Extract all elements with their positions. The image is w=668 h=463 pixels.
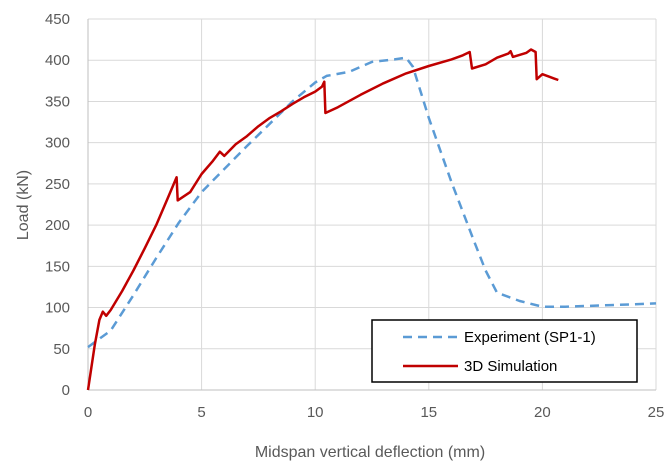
y-axis-title: Load (kN) <box>15 170 32 240</box>
series-lines <box>86 48 657 391</box>
x-tick-label: 25 <box>648 404 665 421</box>
legend: Experiment (SP1-1) 3D Simulation <box>371 319 638 383</box>
legend-label-simulation: 3D Simulation <box>464 358 557 375</box>
x-tick-label: 15 <box>420 404 437 421</box>
x-tick-labels: 0 5 10 15 20 25 <box>84 404 665 421</box>
y-tick-labels: 0 50 100 150 200 250 300 350 400 450 <box>45 11 70 399</box>
y-tick-label: 250 <box>45 176 70 193</box>
y-tick-label: 350 <box>45 93 70 110</box>
x-tick-label: 0 <box>84 404 92 421</box>
y-tick-label: 50 <box>53 341 70 358</box>
x-tick-label: 10 <box>307 404 324 421</box>
axes <box>87 19 656 391</box>
y-tick-label: 0 <box>62 382 70 399</box>
y-tick-label: 400 <box>45 52 70 69</box>
y-tick-label: 150 <box>45 258 70 275</box>
series-line-simulation <box>86 48 559 391</box>
y-tick-label: 450 <box>45 11 70 28</box>
series-line-experiment <box>87 56 657 349</box>
y-tick-label: 300 <box>45 135 70 152</box>
x-tick-label: 5 <box>197 404 205 421</box>
y-tick-label: 200 <box>45 217 70 234</box>
y-tick-label: 100 <box>45 300 70 317</box>
legend-box <box>371 319 638 383</box>
x-axis-title: Midspan vertical deflection (mm) <box>255 444 485 461</box>
legend-label-experiment: Experiment (SP1-1) <box>464 329 596 346</box>
x-tick-label: 20 <box>534 404 551 421</box>
